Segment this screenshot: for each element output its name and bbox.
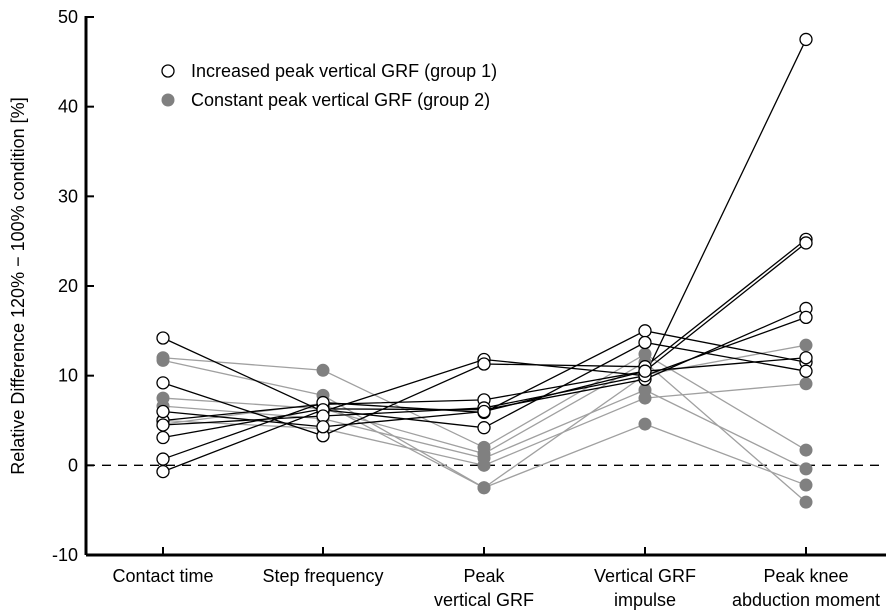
data-points (156, 32, 813, 509)
axis-labels: -10 0 10 20 30 40 50 Contact time Step frequency… (8, 7, 880, 610)
y-axis-label: Relative Difference 120% − 100% conditio… (8, 97, 28, 474)
point-group-1 (156, 418, 170, 432)
point-group-1 (799, 364, 813, 378)
point-group-1 (638, 335, 652, 350)
legend-marker-group-2 (161, 93, 175, 107)
y-tick-label: 20 (58, 276, 78, 296)
point-group-2 (799, 478, 813, 492)
point-group-1 (156, 331, 170, 345)
legend: Increased peak vertical GRF (group 1) Con… (161, 61, 497, 110)
point-group-1 (799, 236, 813, 250)
point-group-1 (799, 32, 813, 47)
legend-label: Constant peak vertical GRF (group 2) (191, 90, 490, 110)
point-group-2 (799, 443, 813, 457)
point-group-1 (156, 376, 170, 390)
y-tick-label: 40 (58, 97, 78, 117)
y-tick-label: 50 (58, 7, 78, 27)
point-group-2 (638, 417, 652, 431)
point-group-2 (477, 458, 491, 472)
y-tick-label: 0 (68, 455, 78, 475)
point-group-1 (156, 430, 170, 445)
point-group-1 (156, 452, 170, 466)
point-group-1 (799, 310, 813, 325)
y-tick-label: 30 (58, 186, 78, 206)
point-group-2 (156, 353, 170, 367)
x-tick-label: Peak (463, 566, 505, 586)
x-tick-label: Vertical GRF (594, 566, 696, 586)
x-tick-label: Peak knee (763, 566, 848, 586)
point-group-2 (316, 363, 330, 377)
point-group-1 (477, 421, 491, 435)
point-group-1 (799, 351, 813, 365)
x-tick-label: Step frequency (262, 566, 383, 586)
point-group-2 (477, 481, 491, 495)
x-tick-label: impulse (614, 590, 676, 610)
point-group-1 (477, 357, 491, 371)
x-tick-label: abduction moment (732, 590, 880, 610)
point-group-2 (799, 338, 813, 352)
point-group-1 (316, 420, 330, 434)
x-tick-label: Contact time (112, 566, 213, 586)
y-tick-label: 10 (58, 366, 78, 386)
legend-label: Increased peak vertical GRF (group 1) (191, 61, 497, 81)
point-group-2 (799, 377, 813, 391)
legend-marker-group-1 (161, 64, 175, 78)
point-group-1 (638, 364, 652, 378)
point-group-1 (156, 464, 170, 479)
point-group-1 (477, 404, 491, 419)
x-tick-label: vertical GRF (434, 590, 534, 610)
point-group-1 (156, 404, 170, 419)
point-group-2 (799, 495, 813, 509)
point-group-1 (638, 324, 652, 338)
point-group-2 (638, 391, 652, 405)
y-tick-label: -10 (52, 545, 78, 565)
point-group-2 (799, 462, 813, 476)
